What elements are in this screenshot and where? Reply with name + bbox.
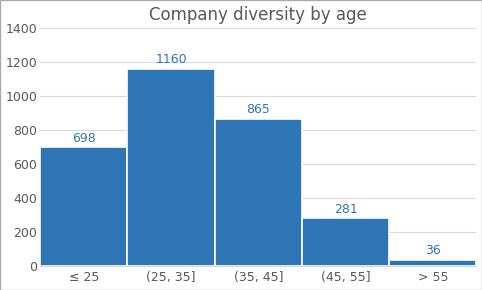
Bar [40, 147, 127, 266]
Text: 281: 281 [334, 203, 358, 215]
Text: 36: 36 [425, 244, 441, 257]
Title: Company diversity by age: Company diversity by age [149, 6, 367, 23]
Text: 698: 698 [72, 132, 96, 145]
Bar [389, 260, 476, 266]
Bar [302, 218, 389, 266]
Bar [127, 69, 214, 266]
Bar [214, 119, 302, 266]
Text: 865: 865 [246, 103, 270, 116]
Text: 1160: 1160 [155, 53, 187, 66]
